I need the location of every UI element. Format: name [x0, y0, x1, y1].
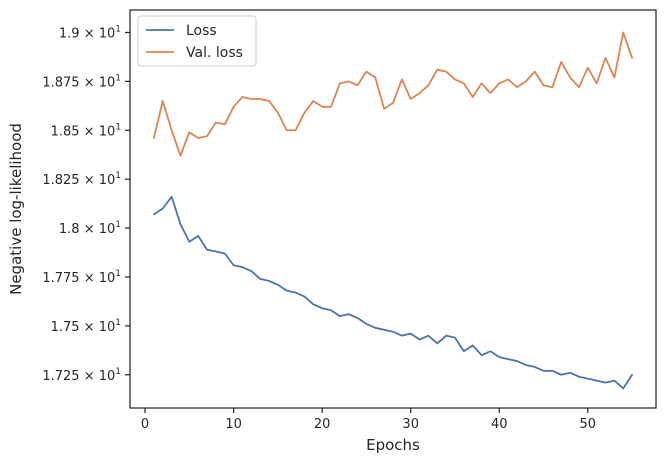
y-tick-label: 1.9 × 101 — [59, 24, 121, 41]
series-layer — [153, 31, 633, 390]
series-line-loss — [153, 195, 633, 390]
y-tick-label: 1.85 × 101 — [51, 122, 121, 139]
y-tick-label: 1.825 × 101 — [42, 171, 121, 188]
legend: Loss Val. loss — [137, 15, 257, 67]
y-tick-label: 1.725 × 101 — [42, 367, 121, 384]
x-tick-label: 50 — [580, 417, 597, 432]
x-tick-label: 10 — [225, 417, 242, 432]
y-axis-label: Negative log-likelihood — [7, 123, 25, 295]
y-tick-label: 1.775 × 101 — [42, 269, 121, 286]
x-tick-label: 20 — [314, 417, 331, 432]
y-tick-label: 1.8 × 101 — [59, 220, 121, 237]
series-line-val-loss — [153, 31, 633, 157]
x-tick-label: 40 — [491, 417, 508, 432]
x-tick-label: 0 — [141, 417, 149, 432]
y-axis-ticks: 1.725 × 101 1.75 × 101 1.775 × 101 1.8 × 10… — [42, 24, 130, 384]
y-tick-label: 1.75 × 101 — [51, 318, 121, 335]
x-axis-label: Epochs — [366, 436, 420, 454]
legend-label: Val. loss — [186, 45, 243, 61]
x-axis-ticks: 0 10 20 30 40 50 — [141, 408, 596, 432]
x-tick-label: 30 — [402, 417, 419, 432]
plot-frame — [129, 9, 657, 409]
legend-label: Loss — [186, 23, 217, 39]
legend-box — [137, 15, 257, 67]
y-tick-label: 1.875 × 101 — [42, 73, 121, 90]
